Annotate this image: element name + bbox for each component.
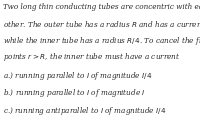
Text: while the inner tube has a radius $R/4$. To cancel the field at: while the inner tube has a radius $R/4$.… [3,35,200,47]
Text: other. The outer tube has a radius $R$ and has a current $I$: other. The outer tube has a radius $R$ a… [3,19,200,29]
Text: a.) running parallel to $I$ of magnitude $I/4$: a.) running parallel to $I$ of magnitude… [3,70,152,82]
Text: Two long thin conducting tubes are concentric with each: Two long thin conducting tubes are conce… [3,3,200,11]
Text: points $r > R$, the inner tube must have a current: points $r > R$, the inner tube must have… [3,51,181,63]
Text: b.) running parallel to $I$ of magnitude $I$: b.) running parallel to $I$ of magnitude… [3,87,146,99]
Text: c.) running antiparallel to $I$ of magnitude $I/4$: c.) running antiparallel to $I$ of magni… [3,105,166,117]
